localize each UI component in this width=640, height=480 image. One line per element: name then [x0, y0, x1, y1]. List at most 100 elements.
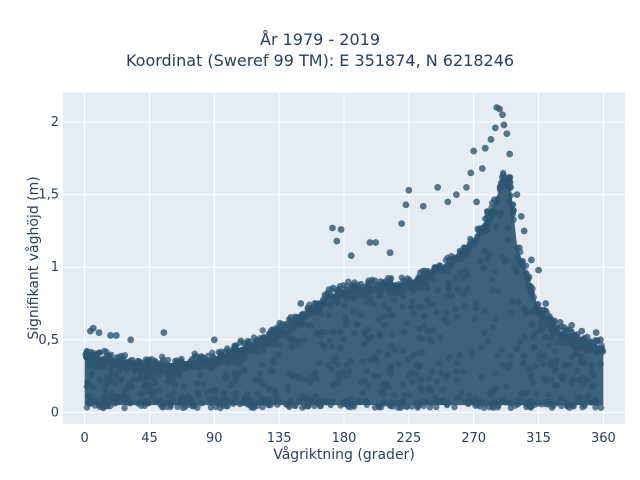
data-point [152, 358, 159, 365]
data-point [347, 357, 355, 365]
data-point [440, 397, 447, 405]
data-point [359, 389, 366, 397]
data-point [220, 390, 228, 397]
data-point [546, 341, 553, 349]
data-point [437, 334, 444, 341]
data-point [507, 352, 514, 359]
data-point [191, 402, 198, 410]
data-point [364, 382, 371, 389]
data-point [586, 338, 593, 345]
data-point [177, 398, 184, 405]
data-point [291, 402, 298, 409]
data-point [359, 358, 367, 365]
data-point [403, 319, 410, 327]
data-point [492, 209, 499, 216]
data-point [472, 305, 480, 312]
y-tick-label: 2 [51, 115, 59, 130]
data-point [283, 320, 290, 328]
data-point [350, 330, 358, 337]
data-point [459, 290, 467, 298]
data-point [271, 386, 279, 394]
data-point [340, 335, 347, 343]
data-point [575, 398, 582, 406]
data-point [488, 199, 496, 207]
data-point [150, 369, 157, 376]
data-point [83, 354, 91, 361]
data-point [397, 404, 404, 411]
outlier-point [304, 304, 312, 312]
data-point [377, 286, 384, 294]
data-point [561, 361, 569, 369]
outlier-point [542, 300, 550, 307]
data-point [454, 359, 461, 367]
x-tick-labels: 0 45 90 135 180 225 270 315 360 [80, 431, 615, 446]
data-point [121, 404, 128, 412]
data-point [124, 383, 131, 391]
data-point [489, 323, 497, 330]
outlier-point [372, 239, 380, 246]
data-point [197, 371, 204, 379]
data-point [523, 389, 530, 396]
data-point [259, 403, 266, 411]
data-point [573, 349, 581, 357]
data-point [193, 364, 200, 371]
data-point [387, 290, 394, 297]
data-point [472, 299, 479, 307]
data-point [329, 398, 336, 405]
data-point [348, 281, 356, 289]
data-point [234, 369, 242, 376]
data-point [353, 321, 361, 329]
data-point [344, 371, 351, 379]
x-tick-label: 135 [267, 431, 292, 446]
data-point [495, 402, 502, 409]
data-point [326, 302, 334, 309]
data-point [223, 375, 230, 382]
data-point [362, 397, 370, 405]
data-point [508, 309, 515, 316]
data-point [456, 351, 463, 359]
data-point [367, 356, 374, 364]
data-point [403, 403, 410, 410]
outlier-point [329, 224, 336, 232]
data-point [267, 339, 275, 346]
outlier-point [500, 121, 508, 129]
data-point [274, 401, 281, 408]
data-point [540, 360, 547, 368]
data-point [551, 367, 559, 374]
data-point [533, 301, 541, 308]
data-point [367, 287, 374, 295]
data-point [258, 361, 266, 368]
data-point [348, 294, 356, 302]
data-point [269, 368, 276, 375]
data-point [586, 345, 594, 352]
data-point [528, 289, 535, 297]
data-point [227, 382, 234, 389]
data-point [342, 321, 349, 329]
data-point [588, 362, 596, 369]
data-point [144, 398, 151, 405]
data-point [593, 349, 601, 356]
data-point [379, 279, 387, 286]
outlier-point [470, 147, 478, 155]
data-point [395, 289, 403, 297]
data-point [391, 347, 399, 354]
data-point [362, 330, 369, 337]
data-point [312, 392, 319, 400]
data-point [385, 383, 393, 391]
data-point [395, 360, 402, 368]
data-point [489, 286, 496, 294]
data-point [492, 370, 499, 378]
data-point [85, 392, 92, 400]
outlier-point [366, 239, 374, 246]
data-point [498, 181, 505, 188]
data-point [336, 328, 344, 336]
data-point [350, 308, 357, 315]
data-point [259, 327, 266, 334]
data-point [428, 338, 436, 345]
data-point [242, 394, 249, 402]
data-point [571, 332, 578, 339]
data-point [494, 352, 501, 359]
data-point [525, 366, 532, 373]
data-point [128, 359, 135, 367]
data-point [451, 403, 458, 411]
